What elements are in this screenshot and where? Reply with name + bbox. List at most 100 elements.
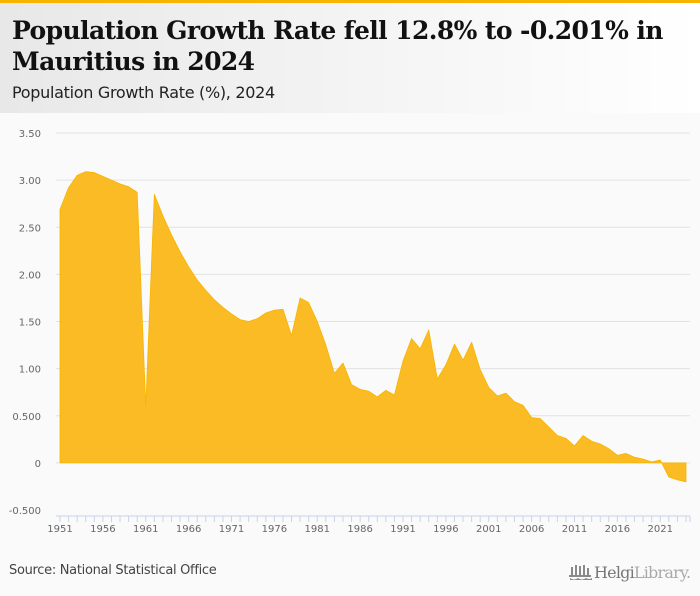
accent-bar (0, 0, 700, 3)
data-point-2019[interactable] (641, 457, 645, 461)
data-point-2005[interactable] (521, 403, 525, 407)
data-point-1963[interactable] (161, 214, 165, 218)
data-point-1988[interactable] (375, 395, 379, 399)
data-point-2024[interactable] (684, 480, 688, 484)
x-tick-label: 2006 (519, 524, 544, 535)
data-point-2006[interactable] (530, 416, 534, 420)
data-point-1974[interactable] (255, 317, 259, 321)
x-tick-label: 1981 (305, 524, 330, 535)
data-point-1966[interactable] (187, 265, 191, 269)
data-point-2021[interactable] (658, 458, 662, 462)
data-point-2009[interactable] (555, 434, 559, 438)
data-point-1965[interactable] (178, 250, 182, 254)
data-point-1956[interactable] (101, 174, 105, 178)
data-point-1982[interactable] (324, 343, 328, 347)
data-point-2023[interactable] (675, 478, 679, 482)
data-point-1951[interactable] (58, 207, 62, 211)
data-point-1959[interactable] (127, 185, 131, 189)
x-tick-label: 1986 (347, 524, 372, 535)
brand-name: HelgiLibrary. (594, 562, 691, 582)
data-point-1977[interactable] (281, 307, 285, 311)
data-point-1958[interactable] (118, 182, 122, 186)
data-point-1973[interactable] (247, 320, 251, 324)
data-point-1967[interactable] (195, 278, 199, 282)
data-point-1960[interactable] (135, 190, 139, 194)
data-point-1957[interactable] (109, 178, 113, 182)
data-point-1985[interactable] (350, 383, 354, 387)
x-tick-label: 1971 (219, 524, 244, 535)
data-point-2017[interactable] (624, 451, 628, 455)
data-point-1995[interactable] (435, 377, 439, 381)
chart-area: -0.500 0 0.500 1.00 1.50 2.00 2.50 3.00 3.50 195… (0, 113, 700, 543)
data-point-1986[interactable] (358, 387, 362, 391)
data-point-2004[interactable] (512, 400, 516, 404)
data-point-1992[interactable] (410, 336, 414, 340)
data-point-2014[interactable] (598, 442, 602, 446)
data-point-2012[interactable] (581, 434, 585, 438)
data-point-1994[interactable] (427, 328, 431, 332)
data-point-1987[interactable] (367, 389, 371, 393)
x-tick-label: 2001 (476, 524, 501, 535)
data-point-1964[interactable] (169, 233, 173, 237)
y-tick-label: 1.50 (19, 318, 41, 329)
y-tick-label: 2.00 (19, 270, 41, 281)
data-point-2008[interactable] (547, 425, 551, 429)
helgi-library-logo[interactable]: HelgiLibrary. (568, 561, 691, 583)
data-point-1999[interactable] (470, 340, 474, 344)
data-point-2015[interactable] (607, 447, 611, 451)
source-note: Source: National Statistical Office (9, 563, 217, 578)
data-point-2016[interactable] (615, 453, 619, 457)
data-point-1991[interactable] (401, 359, 405, 363)
x-tick-label: 2011 (562, 524, 587, 535)
y-tick-label: 3.50 (19, 129, 41, 140)
data-point-2007[interactable] (538, 417, 542, 421)
data-point-1990[interactable] (392, 393, 396, 397)
data-point-1993[interactable] (418, 347, 422, 351)
data-point-1953[interactable] (75, 173, 79, 177)
data-point-1997[interactable] (452, 342, 456, 346)
y-tick-label: 0.500 (12, 412, 41, 423)
data-point-1972[interactable] (238, 318, 242, 322)
data-point-1962[interactable] (152, 192, 156, 196)
data-point-2001[interactable] (487, 385, 491, 389)
data-point-1975[interactable] (264, 311, 268, 315)
data-point-1989[interactable] (384, 388, 388, 392)
data-point-1984[interactable] (341, 361, 345, 365)
data-point-1980[interactable] (307, 301, 311, 305)
data-point-1971[interactable] (230, 312, 234, 316)
y-tick-label: -0.500 (9, 506, 41, 517)
data-point-2020[interactable] (650, 460, 654, 464)
y-tick-label: 0 (35, 459, 41, 470)
y-tick-label: 3.00 (19, 176, 41, 187)
series-area-path (59, 171, 687, 483)
chart-subtitle: Population Growth Rate (%), 2024 (12, 83, 275, 102)
data-point-2022[interactable] (667, 475, 671, 479)
data-point-1955[interactable] (92, 171, 96, 175)
data-point-2002[interactable] (495, 394, 499, 398)
data-point-2010[interactable] (564, 436, 568, 440)
data-point-1952[interactable] (67, 186, 71, 190)
data-point-2003[interactable] (504, 391, 508, 395)
data-point-1969[interactable] (212, 298, 216, 302)
data-point-2000[interactable] (478, 368, 482, 372)
data-point-1998[interactable] (461, 358, 465, 362)
data-point-1976[interactable] (272, 308, 276, 312)
data-point-2018[interactable] (633, 455, 637, 459)
data-point-1981[interactable] (315, 320, 319, 324)
data-point-1979[interactable] (298, 296, 302, 300)
data-point-2013[interactable] (590, 439, 594, 443)
data-point-1996[interactable] (444, 363, 448, 367)
x-tick-label: 2021 (648, 524, 673, 535)
data-point-1978[interactable] (290, 334, 294, 338)
x-tick-label: 1996 (433, 524, 458, 535)
data-point-1954[interactable] (84, 170, 88, 174)
x-tick-label: 1976 (262, 524, 287, 535)
y-axis-labels: -0.500 0 0.500 1.00 1.50 2.00 2.50 3.00 3.50 (9, 129, 41, 517)
data-point-1983[interactable] (332, 371, 336, 375)
data-point-1970[interactable] (221, 305, 225, 309)
area-chart: -0.500 0 0.500 1.00 1.50 2.00 2.50 3.00 3.50 195… (9, 129, 691, 535)
data-point-1961[interactable] (144, 404, 148, 408)
data-point-1968[interactable] (204, 288, 208, 292)
data-point-2011[interactable] (573, 444, 577, 448)
chart-title: Population Growth Rate fell 12.8% to -0.… (12, 16, 663, 76)
